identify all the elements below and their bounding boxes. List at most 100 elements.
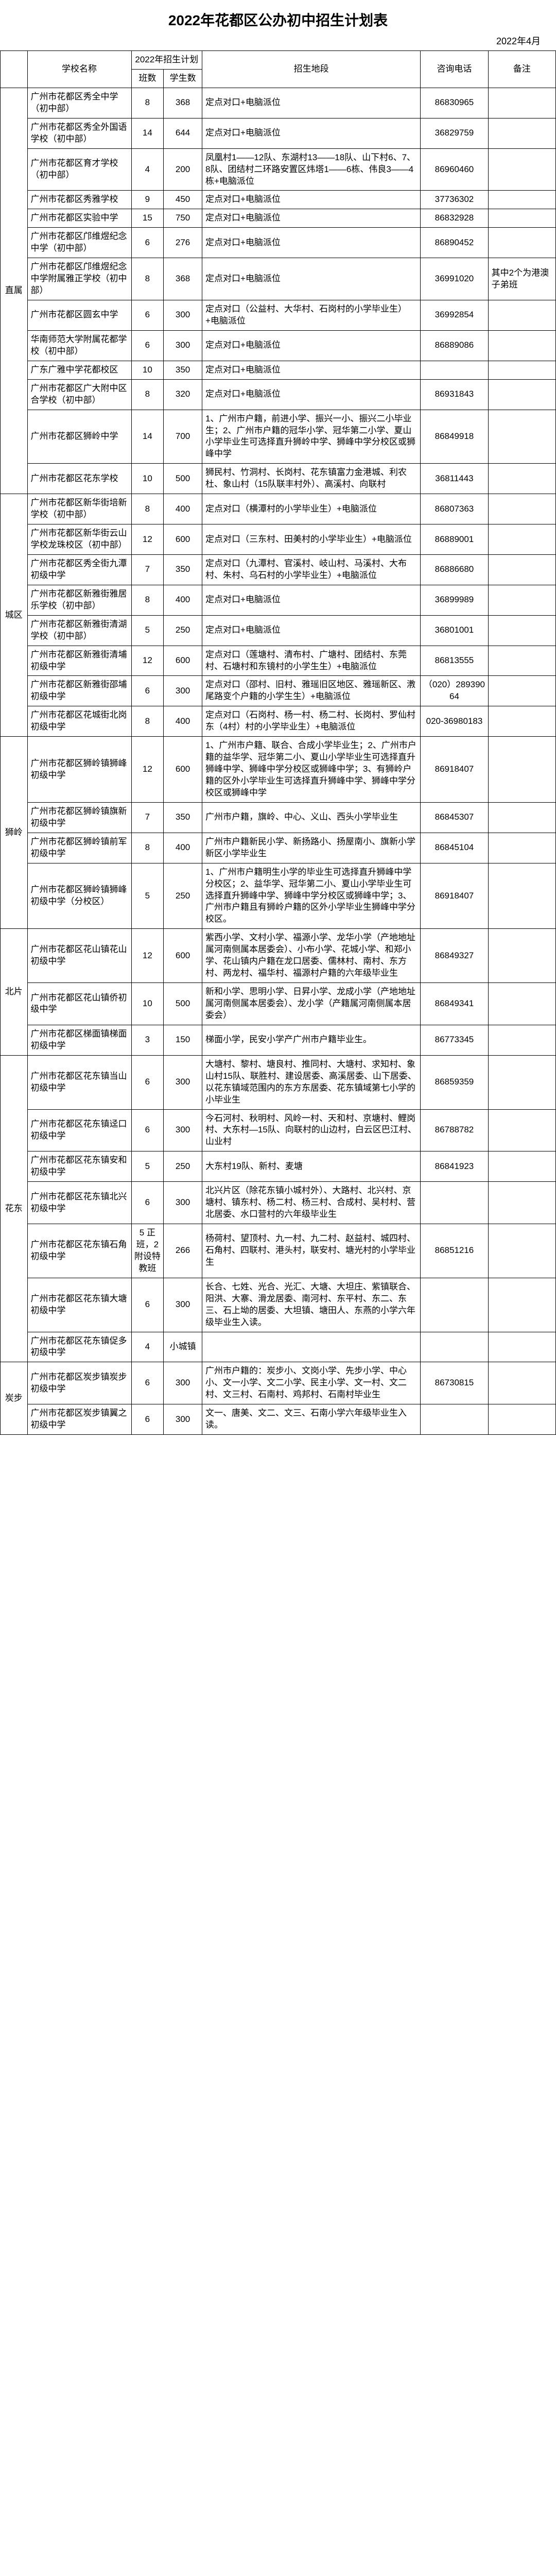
- area-cell: 凤凰村1——12队、东湖村13——18队、山下村6、7、8队、团结村二环路安置区…: [202, 148, 420, 191]
- tel-cell: 86889086: [421, 330, 488, 361]
- students-cell: 600: [164, 524, 202, 555]
- students-cell: 小城镇: [164, 1332, 202, 1362]
- tel-cell: 36801001: [421, 615, 488, 646]
- school-cell: 广州市花都区广大附中区合学校（初中部）: [27, 379, 131, 410]
- school-cell: 广州市花都区实验中学: [27, 209, 131, 228]
- table-row: 直属广州市花都区秀全中学（初中部）8368定点对口+电脑派位86830965: [1, 88, 556, 118]
- table-row: 广州市花都区邝维煜纪念中学附属雅正学校（初中部）8368定点对口+电脑派位369…: [1, 258, 556, 300]
- tel-cell: （020）28939064: [421, 676, 488, 706]
- note-cell: [488, 706, 555, 737]
- tel-cell: 86773345: [421, 1025, 488, 1055]
- note-cell: [488, 410, 555, 464]
- school-cell: 广州市花都区花山镇花山初级中学: [27, 929, 131, 983]
- table-row: 广州市花都区圆玄中学6300定点对口（公益村、大华村、石岗村的小学毕业生）+电脑…: [1, 300, 556, 331]
- note-cell: [488, 379, 555, 410]
- students-cell: 320: [164, 379, 202, 410]
- table-row: 广州市花都区秀全街九潭初级中学7350定点对口（九潭村、官溪村、岐山村、马溪村、…: [1, 554, 556, 585]
- note-cell: [488, 361, 555, 379]
- students-cell: 300: [164, 1404, 202, 1435]
- classes-cell: 5 正班，2 附设特教班: [131, 1224, 164, 1278]
- school-cell: 广州市花都区新雅街邵埔初级中学: [27, 676, 131, 706]
- area-cell: 定点对口（公益村、大华村、石岗村的小学毕业生）+电脑派位: [202, 300, 420, 331]
- table-row: 广州市花都区秀雅学校9450定点对口+电脑派位37736302: [1, 191, 556, 209]
- tel-cell: 37736302: [421, 191, 488, 209]
- tel-cell: 020-36980183: [421, 706, 488, 737]
- area-cell: 长合、七姓、光合、光汇、大塘、大坦庄、紫镇联合、阳洪、大寨、滑龙居委、南河村、东…: [202, 1278, 420, 1332]
- students-cell: 300: [164, 1182, 202, 1224]
- classes-cell: 5: [131, 1151, 164, 1182]
- classes-cell: 14: [131, 410, 164, 464]
- school-cell: 广州市花都区新华街培新学校（初中部）: [27, 494, 131, 524]
- area-cell: 定点对口+电脑派位: [202, 209, 420, 228]
- school-cell: 广州市花都区狮岭镇旗新初级中学: [27, 802, 131, 833]
- classes-cell: 6: [131, 1182, 164, 1224]
- table-row: 广州市花都区炭步镇翼之初级中学6300文一、唐美、文二、文三、石南小学六年级毕业…: [1, 1404, 556, 1435]
- note-cell: [488, 863, 555, 929]
- school-cell: 广州市花都区狮岭镇狮峰初级中学: [27, 737, 131, 803]
- school-cell: 广州市花都区秀全街九潭初级中学: [27, 554, 131, 585]
- note-cell: [488, 330, 555, 361]
- note-cell: [488, 1278, 555, 1332]
- classes-cell: 8: [131, 833, 164, 863]
- students-cell: 400: [164, 706, 202, 737]
- school-cell: 广州市花都区梯面镇梯面初级中学: [27, 1025, 131, 1055]
- students-cell: 600: [164, 646, 202, 676]
- note-cell: [488, 524, 555, 555]
- note-cell: [488, 983, 555, 1025]
- students-cell: 250: [164, 615, 202, 646]
- classes-cell: 6: [131, 1362, 164, 1404]
- classes-cell: 6: [131, 300, 164, 331]
- region-cell: 花东: [1, 1055, 28, 1362]
- table-row: 广州市花都区新雅街邵埔初级中学6300定点对口（邵村、旧村、雅瑶旧区地区、雅瑶新…: [1, 676, 556, 706]
- classes-cell: 4: [131, 1332, 164, 1362]
- table-row: 广州市花都区育才学校（初中部）4200凤凰村1——12队、东湖村13——18队、…: [1, 148, 556, 191]
- school-cell: 广州市花都区炭步镇翼之初级中学: [27, 1404, 131, 1435]
- region-cell: 炭步: [1, 1362, 28, 1435]
- note-cell: [488, 1404, 555, 1435]
- students-cell: 500: [164, 983, 202, 1025]
- table-row: 炭步广州市花都区炭步镇炭步初级中学6300广州市户籍的：炭步小、文岗小学、先步小…: [1, 1362, 556, 1404]
- classes-cell: 10: [131, 983, 164, 1025]
- table-row: 广州市花都区广大附中区合学校（初中部）8320定点对口+电脑派位86931843: [1, 379, 556, 410]
- school-cell: 广州市花都区花东学校: [27, 464, 131, 494]
- note-cell: [488, 1109, 555, 1151]
- area-cell: 大东村19队、新村、麦塘: [202, 1151, 420, 1182]
- tel-cell: 36992854: [421, 300, 488, 331]
- tel-cell: 86730815: [421, 1362, 488, 1404]
- students-cell: 368: [164, 88, 202, 118]
- note-cell: [488, 802, 555, 833]
- classes-cell: 6: [131, 330, 164, 361]
- table-row: 广州市花都区狮岭镇狮峰初级中学（分校区）52501、广州市户籍明生小学的毕业生可…: [1, 863, 556, 929]
- students-cell: 300: [164, 1055, 202, 1109]
- students-cell: 250: [164, 863, 202, 929]
- classes-cell: 6: [131, 1055, 164, 1109]
- classes-cell: 15: [131, 209, 164, 228]
- students-cell: 350: [164, 802, 202, 833]
- tel-cell: [421, 1332, 488, 1362]
- school-cell: 广州市花都区狮岭镇前军初级中学: [27, 833, 131, 863]
- note-cell: [488, 1362, 555, 1404]
- table-row: 广州市花都区花山镇侨初级中学10500新和小学、思明小学、日昇小学、龙成小学（产…: [1, 983, 556, 1025]
- table-row: 广州市花都区花东镇石角初级中学5 正班，2 附设特教班266杨荷村、望顶村、九一…: [1, 1224, 556, 1278]
- school-cell: 广州市花都区新雅街清埔初级中学: [27, 646, 131, 676]
- school-cell: 广州市花都区花东镇北兴初级中学: [27, 1182, 131, 1224]
- date-label: 2022年4月: [0, 34, 556, 50]
- students-cell: 300: [164, 676, 202, 706]
- region-cell: 狮岭: [1, 737, 28, 929]
- note-cell: [488, 585, 555, 615]
- note-cell: [488, 148, 555, 191]
- school-cell: 广州市花都区狮岭镇狮峰初级中学（分校区）: [27, 863, 131, 929]
- hdr-school: 学校名称: [27, 51, 131, 88]
- classes-cell: 6: [131, 1109, 164, 1151]
- table-row: 广州市花都区新雅街清埔初级中学12600定点对口（莲塘村、清布村、广塘村、团结村…: [1, 646, 556, 676]
- tel-cell: 86849327: [421, 929, 488, 983]
- classes-cell: 12: [131, 929, 164, 983]
- tel-cell: 36829759: [421, 118, 488, 148]
- note-cell: [488, 118, 555, 148]
- table-row: 广州市花都区花东镇迳口初级中学6300今石河村、秋明村、风岭一村、天和村、京塘村…: [1, 1109, 556, 1151]
- students-cell: 300: [164, 1109, 202, 1151]
- school-cell: 华南师范大学附属花都学校（初中部）: [27, 330, 131, 361]
- tel-cell: 86851216: [421, 1224, 488, 1278]
- area-cell: 紫西小学、文村小学、福源小学、龙华小学（产地地址属河南侧属本居委会）、小布小学、…: [202, 929, 420, 983]
- tel-cell: 86841923: [421, 1151, 488, 1182]
